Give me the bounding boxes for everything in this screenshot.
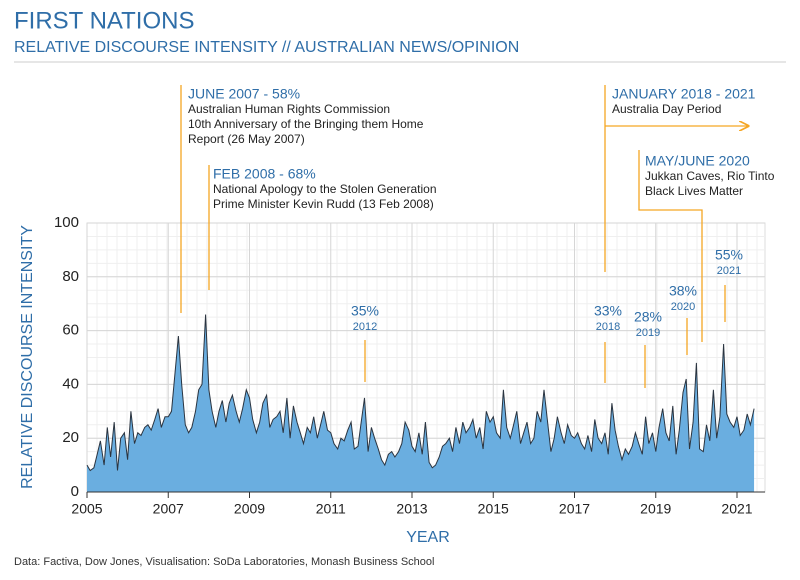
source: Data: Factiva, Dow Jones, Visualisation:… [14,556,434,568]
annotation-text: 10th Anniversary of the Bringing them Ho… [188,117,424,131]
x-tick-label: 2017 [559,501,590,517]
y-tick-label: 20 [62,429,79,446]
annotation-text: Australian Human Rights Commission [188,102,390,116]
peak-label: 28% [634,309,662,325]
x-tick-label: 2007 [153,501,184,517]
peak-year: 2012 [353,321,377,333]
chart-title: FIRST NATIONS [14,7,194,34]
peak-label: 33% [594,303,622,319]
x-tick-label: 2015 [478,501,509,517]
annotation-line [638,150,703,342]
peak-year: 2020 [671,301,695,313]
y-tick-label: 0 [71,483,79,500]
x-tick-label: 2021 [721,501,752,517]
line [86,314,755,472]
annotation-text: Report (26 May 2007) [188,132,305,146]
x-tick-label: 2005 [71,501,102,517]
chart-subtitle: RELATIVE DISCOURSE INTENSITY // AUSTRALI… [14,39,519,56]
peak-label: 38% [669,283,697,299]
y-tick-label: 100 [54,214,79,231]
peak-label: 55% [715,247,743,263]
y-axis-label: RELATIVE DISCOURSE INTENSITY [19,225,36,489]
x-tick-label: 2011 [316,501,346,517]
peak-label: 35% [351,303,379,319]
y-tick-label: 60 [62,322,79,339]
y-tick-label: 80 [62,268,79,285]
annotation-text: National Apology to the Stolen Generatio… [213,182,437,196]
area [87,314,755,492]
annotation-title: MAY/JUNE 2020 [645,153,750,169]
annotation-title: FEB 2008 - 68% [213,166,316,182]
annotation-title: JUNE 2007 - 58% [188,86,300,102]
annotation-text: Prime Minister Kevin Rudd (13 Feb 2008) [213,197,434,211]
x-tick-label: 2019 [640,501,671,517]
peak-year: 2021 [717,265,741,277]
peak-year: 2019 [636,327,660,339]
x-tick-label: 2009 [234,501,265,517]
y-tick-label: 40 [62,375,79,392]
peak-year: 2018 [596,321,620,333]
annotation-text: Black Lives Matter [645,184,743,198]
annotation-title: JANUARY 2018 - 2021 [612,86,756,102]
x-axis-label: YEAR [406,529,450,546]
annotation-text: Australia Day Period [612,102,721,116]
x-tick-label: 2013 [396,501,427,517]
annotation-text: Jukkan Caves, Rio Tinto [645,169,775,183]
